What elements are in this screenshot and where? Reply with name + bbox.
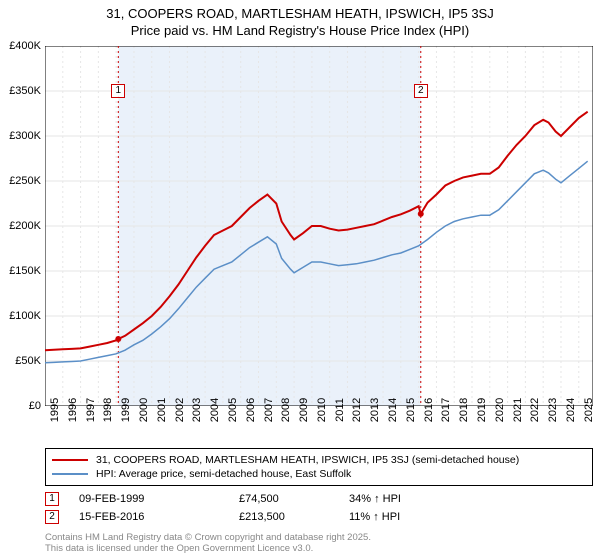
x-tick-label: 2000	[138, 398, 150, 422]
sales-row-marker: 1	[45, 492, 59, 506]
x-tick-label: 2001	[156, 398, 168, 422]
legend-label-property: 31, COOPERS ROAD, MARTLESHAM HEATH, IPSW…	[96, 454, 519, 466]
x-tick-label: 2008	[280, 398, 292, 422]
x-tick-label: 1999	[120, 398, 132, 422]
footer-line-1: Contains HM Land Registry data © Crown c…	[45, 532, 371, 543]
y-tick-label: £50K	[15, 355, 41, 367]
x-tick-label: 2003	[191, 398, 203, 422]
sales-row-price: £213,500	[239, 511, 349, 523]
sales-row-date: 09-FEB-1999	[79, 493, 239, 505]
sale-marker-box: 1	[111, 84, 125, 98]
legend-swatch-property	[52, 459, 88, 461]
x-tick-label: 2015	[405, 398, 417, 422]
x-tick-label: 1995	[49, 398, 61, 422]
y-tick-label: £0	[29, 400, 41, 412]
y-tick-label: £400K	[9, 40, 41, 52]
legend-row-hpi: HPI: Average price, semi-detached house,…	[52, 467, 586, 481]
plot-svg	[45, 46, 593, 406]
x-tick-label: 2016	[423, 398, 435, 422]
x-tick-label: 2010	[316, 398, 328, 422]
sales-row-date: 15-FEB-2016	[79, 511, 239, 523]
x-tick-label: 1996	[67, 398, 79, 422]
x-tick-label: 2025	[583, 398, 595, 422]
x-tick-label: 2023	[547, 398, 559, 422]
y-tick-label: £150K	[9, 265, 41, 277]
x-tick-label: 2019	[476, 398, 488, 422]
x-tick-label: 2022	[529, 398, 541, 422]
y-tick-label: £300K	[9, 130, 41, 142]
x-tick-label: 2017	[440, 398, 452, 422]
x-tick-label: 2006	[245, 398, 257, 422]
x-tick-label: 2014	[387, 398, 399, 422]
sales-row-diff: 34% ↑ HPI	[349, 493, 401, 505]
sales-row-marker: 2	[45, 510, 59, 524]
x-tick-label: 2012	[351, 398, 363, 422]
sales-rows: 1 09-FEB-1999 £74,500 34% ↑ HPI 2 15-FEB…	[45, 490, 593, 526]
sales-row: 2 15-FEB-2016 £213,500 11% ↑ HPI	[45, 508, 593, 526]
legend-label-hpi: HPI: Average price, semi-detached house,…	[96, 468, 351, 480]
x-tick-label: 2020	[494, 398, 506, 422]
footer: Contains HM Land Registry data © Crown c…	[45, 532, 371, 555]
x-tick-label: 1997	[85, 398, 97, 422]
chart-container: 31, COOPERS ROAD, MARTLESHAM HEATH, IPSW…	[0, 0, 600, 560]
x-tick-label: 1998	[102, 398, 114, 422]
sales-row: 1 09-FEB-1999 £74,500 34% ↑ HPI	[45, 490, 593, 508]
title-line-1: 31, COOPERS ROAD, MARTLESHAM HEATH, IPSW…	[0, 6, 600, 23]
sales-row-diff: 11% ↑ HPI	[349, 511, 400, 523]
y-tick-label: £200K	[9, 220, 41, 232]
sales-row-price: £74,500	[239, 493, 349, 505]
sale-marker-box: 2	[414, 84, 428, 98]
legend-swatch-hpi	[52, 473, 88, 475]
x-tick-label: 2005	[227, 398, 239, 422]
title-line-2: Price paid vs. HM Land Registry's House …	[0, 23, 600, 40]
y-tick-label: £350K	[9, 85, 41, 97]
x-tick-label: 2009	[298, 398, 310, 422]
title-block: 31, COOPERS ROAD, MARTLESHAM HEATH, IPSW…	[0, 0, 600, 40]
x-tick-label: 2024	[565, 398, 577, 422]
x-tick-label: 2018	[458, 398, 470, 422]
y-tick-label: £100K	[9, 310, 41, 322]
x-tick-label: 2007	[263, 398, 275, 422]
x-tick-label: 2002	[174, 398, 186, 422]
x-tick-label: 2004	[209, 398, 221, 422]
legend-box: 31, COOPERS ROAD, MARTLESHAM HEATH, IPSW…	[45, 448, 593, 486]
footer-line-2: This data is licensed under the Open Gov…	[45, 543, 371, 554]
x-tick-label: 2013	[369, 398, 381, 422]
chart-area: £0£50K£100K£150K£200K£250K£300K£350K£400…	[45, 46, 593, 406]
x-tick-label: 2021	[512, 398, 524, 422]
legend-row-property: 31, COOPERS ROAD, MARTLESHAM HEATH, IPSW…	[52, 453, 586, 467]
y-tick-label: £250K	[9, 175, 41, 187]
x-tick-label: 2011	[334, 398, 346, 422]
